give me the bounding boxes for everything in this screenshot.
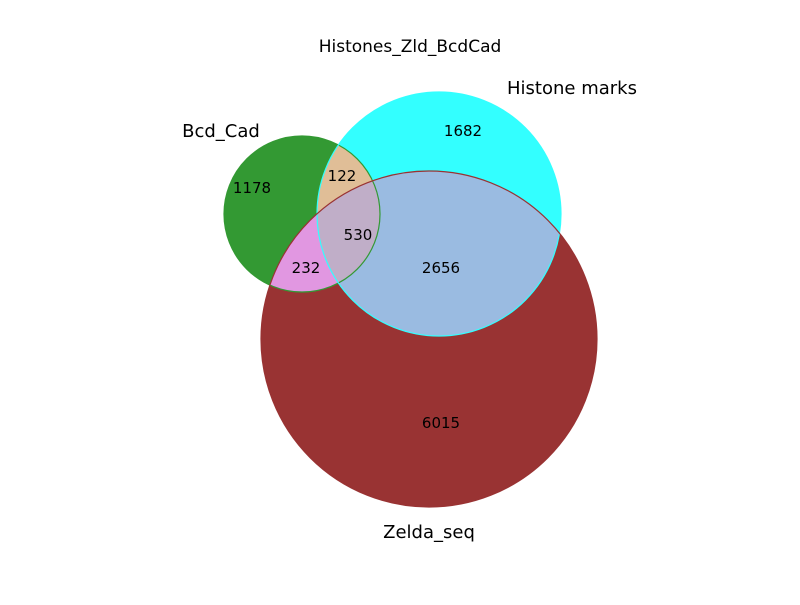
set-label-zelda-seq: Zelda_seq (383, 522, 475, 543)
count-all-three: 530 (344, 226, 373, 244)
count-histone-only: 1682 (444, 122, 482, 140)
count-bcd-only: 1178 (233, 179, 271, 197)
set-label-histone-marks: Histone marks (507, 78, 637, 99)
set-circle-zelda-seq (260, 170, 598, 508)
set-label-bcd-cad: Bcd_Cad (182, 121, 260, 142)
region-all-three (317, 171, 380, 292)
chart-title: Histones_Zld_BcdCad (319, 37, 502, 57)
set-circle-bcd-cad (223, 135, 381, 293)
count-histone-zelda: 2656 (422, 259, 460, 277)
count-bcd-zelda: 232 (292, 259, 321, 277)
count-bcd-histone: 122 (328, 167, 357, 185)
region-histone-zelda (317, 171, 561, 336)
count-zelda-only: 6015 (422, 414, 460, 432)
